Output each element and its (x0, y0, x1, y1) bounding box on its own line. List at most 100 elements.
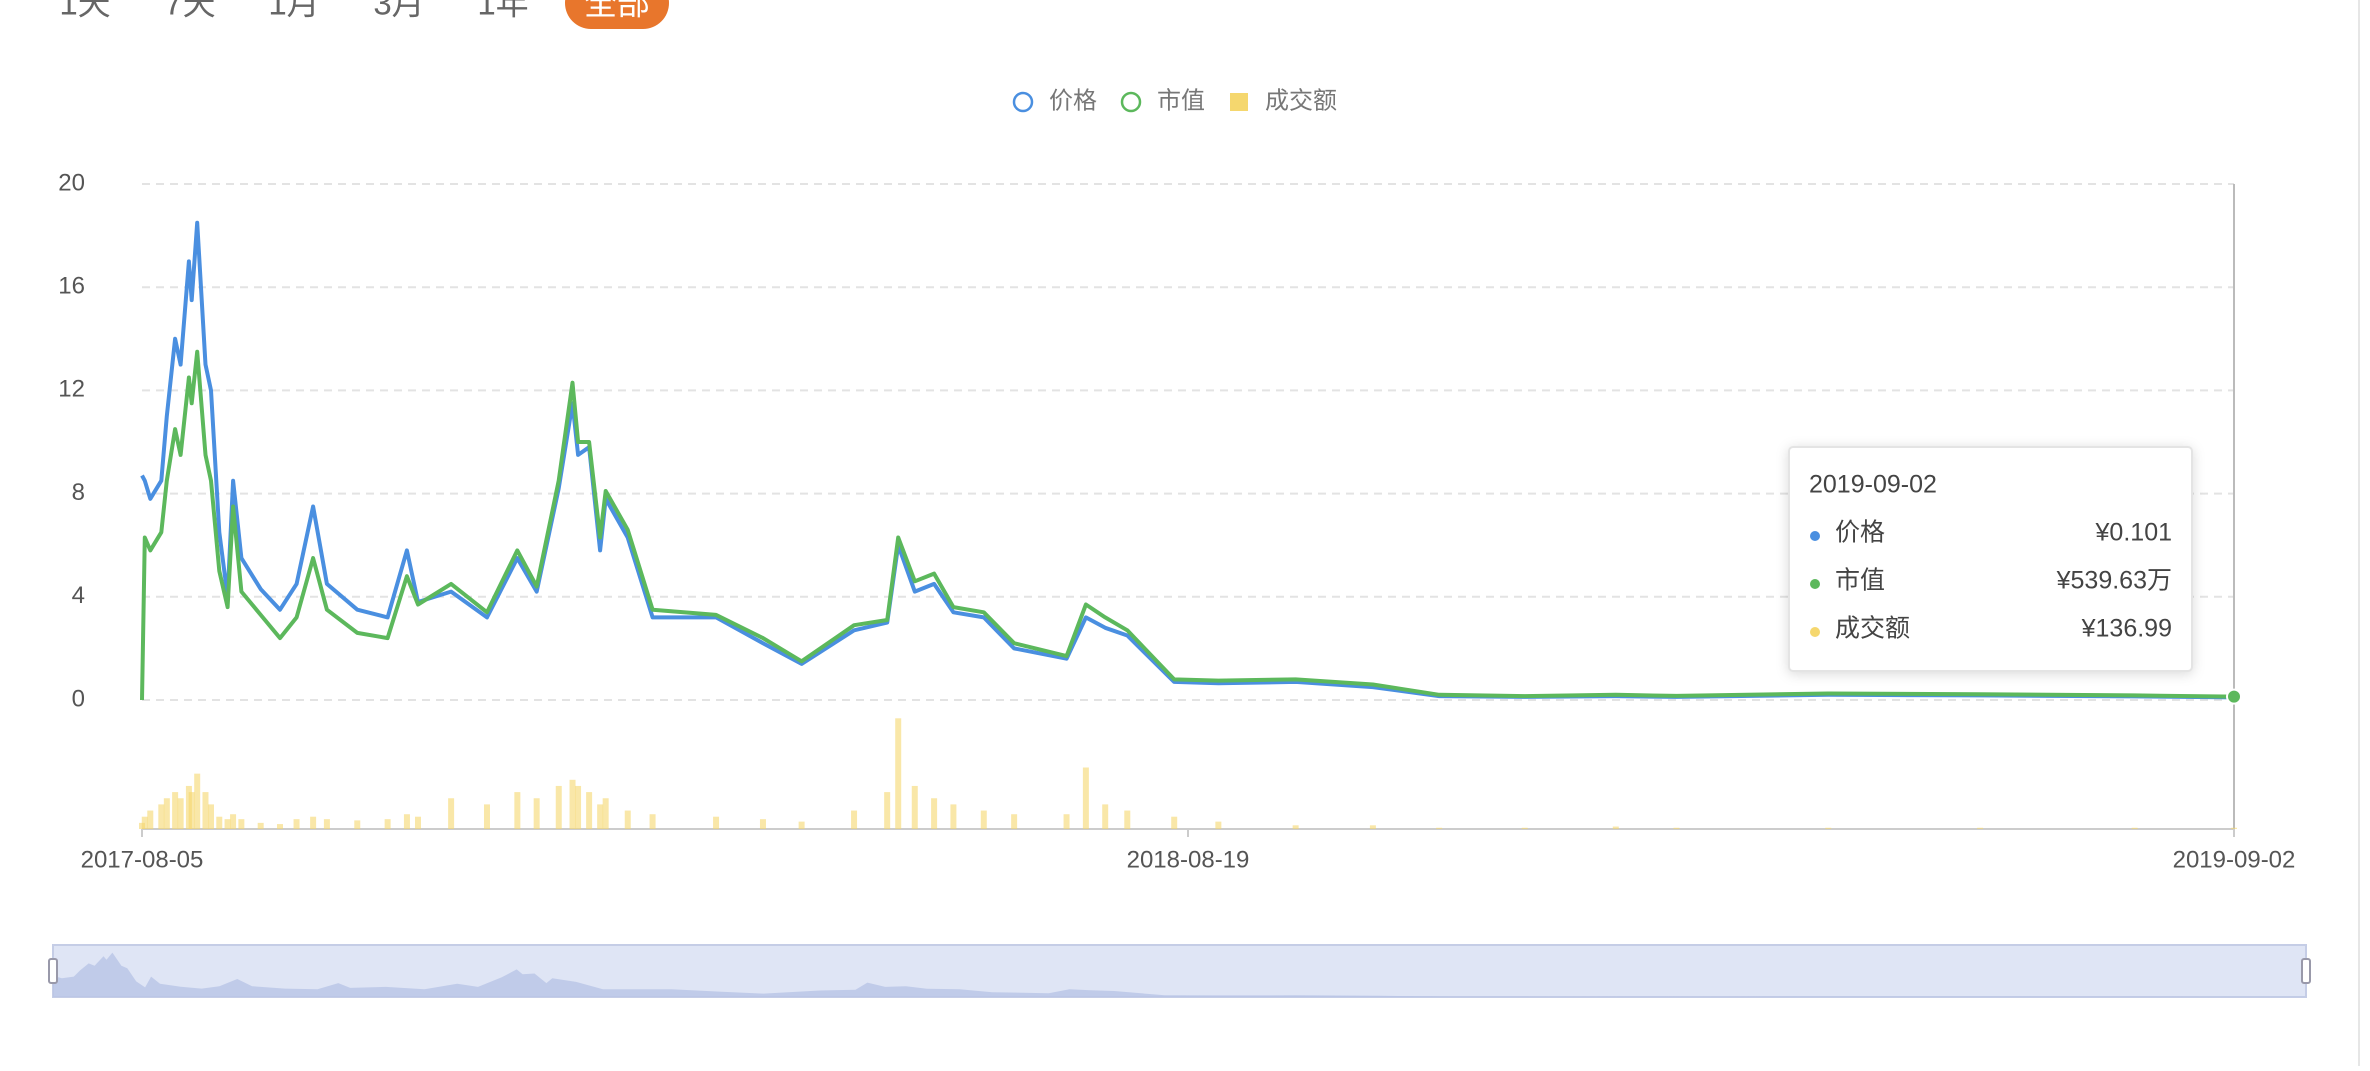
tooltip-box (1788, 446, 2193, 672)
volume-bar (188, 792, 195, 829)
y-tick-label: 20 (58, 169, 85, 196)
x-tick-label: 2018-08-19 (1127, 846, 1250, 873)
volume-bar (276, 824, 283, 829)
volume-bar (1063, 814, 1070, 829)
volume-bar (384, 819, 391, 829)
tooltip-name: 成交额 (1835, 615, 1910, 643)
tooltip-value: ¥0.101 (2095, 519, 2172, 547)
legend-swatch (1012, 91, 1034, 113)
range-button[interactable]: 7天 (164, 0, 215, 22)
tooltip-name: 市值 (1835, 567, 1885, 595)
y-tick-label: 16 (58, 273, 85, 300)
volume-bar (950, 804, 957, 829)
volume-bar (1171, 816, 1178, 829)
volume-bar (163, 798, 170, 829)
volume-bar (483, 804, 490, 829)
volume-bar (224, 819, 231, 829)
volume-bar (1102, 804, 1109, 829)
volume-bar (851, 810, 858, 829)
volume-bar (2131, 827, 2138, 829)
volume-bar (1612, 826, 1619, 829)
x-tick-label: 2019-09-02 (2173, 846, 2296, 873)
volume-bar (1436, 827, 1443, 829)
tooltip-dot (1810, 579, 1820, 589)
volume-bar (1369, 825, 1376, 829)
legend-swatch (1120, 91, 1142, 113)
volume-bar (293, 819, 300, 829)
volume-bar (323, 819, 330, 829)
volume-bar (2231, 827, 2237, 829)
volume-bar (533, 798, 540, 829)
volume-bar (895, 718, 902, 829)
volume-bar (354, 820, 361, 829)
volume-bar (230, 814, 237, 829)
volume-bar (597, 804, 604, 829)
volume-bar (238, 819, 245, 829)
volume-bar (931, 798, 938, 829)
range-button[interactable]: 1年 (477, 0, 528, 22)
range-button[interactable]: 全部 (584, 0, 650, 22)
volume-bar (884, 792, 891, 829)
volume-bar (1215, 821, 1222, 829)
volume-bar (147, 810, 154, 829)
volume-bar (158, 804, 165, 829)
range-button[interactable]: 1天 (59, 0, 110, 22)
volume-bar (141, 816, 148, 829)
volume-bar (555, 785, 562, 829)
volume-bar (1292, 825, 1299, 829)
zoom-handle[interactable] (48, 958, 58, 984)
volume-bar (798, 821, 805, 829)
tooltip-value: ¥539.63万 (2056, 567, 2172, 595)
y-tick-label: 4 (72, 582, 85, 609)
series-line (140, 349, 2235, 701)
volume-bar (1521, 827, 1528, 829)
volume-bar (1124, 810, 1131, 829)
volume-bar (403, 814, 410, 829)
volume-bar (216, 816, 223, 829)
range-button[interactable]: 3月 (373, 0, 424, 22)
zoom-preview (53, 952, 2306, 997)
volume-bar (1977, 827, 1984, 829)
volume-bar (569, 779, 576, 829)
volume-bar (172, 792, 179, 829)
volume-bar (207, 804, 214, 829)
tooltip-name: 价格 (1835, 519, 1885, 547)
legend-swatch (1230, 93, 1248, 111)
y-tick-label: 8 (72, 479, 85, 506)
y-tick-label: 12 (58, 376, 85, 403)
volume-bar (257, 822, 264, 829)
tooltip-dot (1810, 531, 1820, 541)
volume-bar (1011, 814, 1018, 829)
tooltip-value: ¥136.99 (2081, 615, 2172, 643)
volume-bar (194, 773, 201, 829)
volume-bar (649, 814, 656, 829)
tooltip-dot (1810, 627, 1820, 637)
volume-bar (911, 785, 918, 829)
volume-bar (713, 816, 720, 829)
volume-bar (575, 785, 582, 829)
tooltip-date: 2019-09-02 (1809, 471, 1937, 499)
legend-label[interactable]: 成交额 (1265, 87, 1337, 114)
volume-bar (202, 792, 209, 829)
volume-bar (586, 792, 593, 829)
zoom-handle[interactable] (2301, 958, 2311, 984)
volume-bar (1673, 827, 1680, 829)
legend-label[interactable]: 市值 (1157, 87, 1205, 114)
volume-bar (624, 810, 631, 829)
volume-bar (980, 810, 987, 829)
range-button[interactable]: 1月 (268, 0, 319, 22)
legend-label[interactable]: 价格 (1049, 87, 1097, 114)
volume-bar (759, 819, 766, 829)
volume-bar (514, 792, 521, 829)
y-tick-label: 0 (72, 685, 85, 712)
hover-dot (2226, 688, 2242, 705)
volume-bar (310, 816, 317, 829)
active-range-pill[interactable] (565, 0, 669, 29)
volume-bar (448, 798, 455, 829)
volume-bar (177, 798, 184, 829)
volume-bar (1082, 767, 1089, 829)
volume-bar (602, 798, 609, 829)
